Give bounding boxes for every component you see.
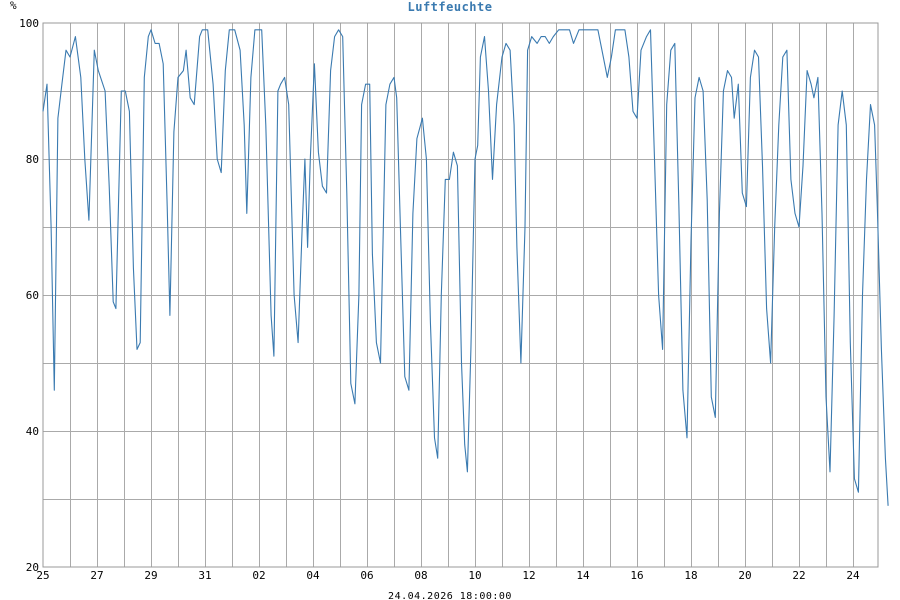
x-tick-label: 25 [36,569,49,582]
y-tick-label: 80 [26,153,39,166]
chart-footer-timestamp: 24.04.2026 18:00:00 [388,591,512,600]
plot-area-frame [42,22,879,568]
x-tick-label: 31 [198,569,211,582]
x-tick-label: 27 [90,569,103,582]
x-tick-label: 29 [144,569,157,582]
x-tick-label: 02 [252,569,265,582]
y-tick-label: 20 [26,561,39,574]
humidity-series-line [42,29,889,506]
chart-title: Luftfeuchte [408,0,493,14]
x-tick-label: 24 [846,569,860,582]
y-tick-label: 100 [19,17,39,30]
x-tick-label: 04 [306,569,320,582]
y-tick-label: 40 [26,425,39,438]
x-tick-label: 14 [576,569,590,582]
axis-ticks: 20 40 60 80 100 25 27 29 31 02 04 06 08 10 12 14 16 18 20 2… [19,17,860,582]
x-tick-label: 08 [414,569,427,582]
y-unit-label: % [10,0,17,12]
x-tick-label: 16 [630,569,643,582]
series-layer [42,29,889,506]
grid-lines [43,23,878,567]
x-tick-label: 20 [738,569,751,582]
x-tick-label: 06 [360,569,373,582]
y-tick-label: 60 [26,289,39,302]
x-tick-label: 18 [684,569,697,582]
x-tick-label: 22 [792,569,805,582]
x-tick-label: 12 [522,569,535,582]
x-tick-label: 10 [468,569,481,582]
